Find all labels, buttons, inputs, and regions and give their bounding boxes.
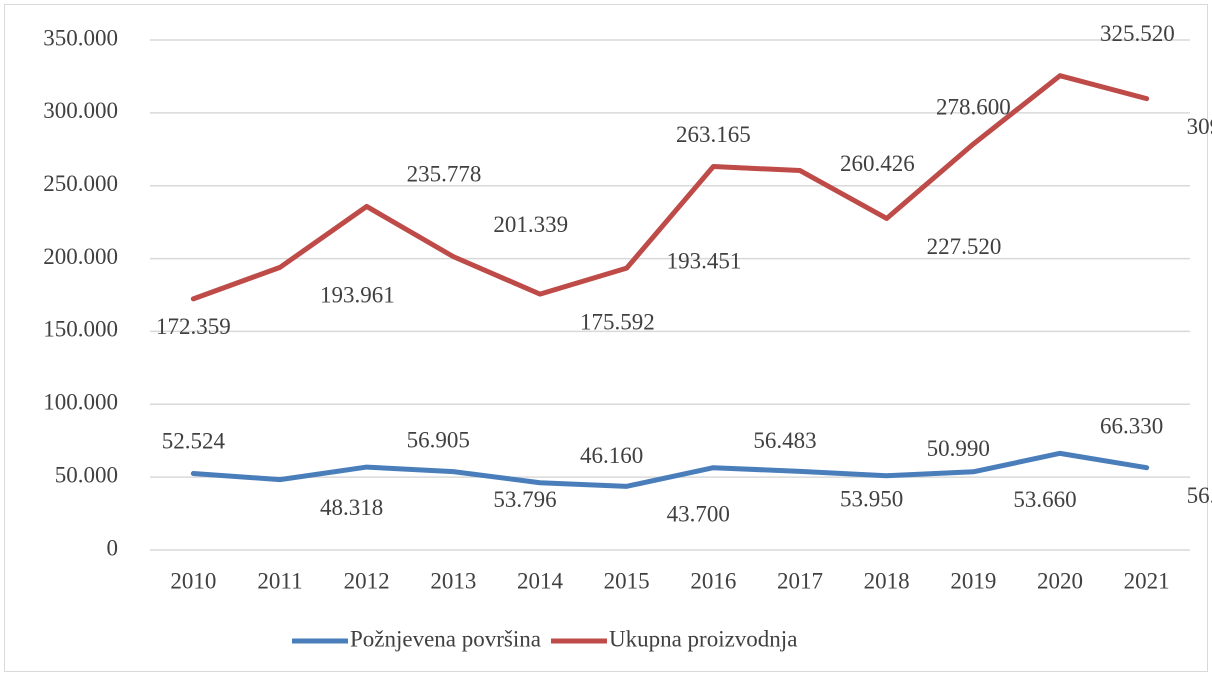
data-label: 172.359 [156, 314, 231, 339]
y-tick-label: 300.000 [43, 98, 118, 123]
data-label: 52.524 [162, 429, 226, 454]
data-label: 175.592 [580, 309, 655, 334]
y-tick-label: 100.000 [43, 390, 118, 415]
data-label: 278.600 [936, 94, 1011, 119]
data-label: 66.330 [1100, 414, 1163, 439]
data-label: 260.426 [840, 151, 915, 176]
x-tick-label: 2017 [777, 568, 823, 593]
data-label: 50.990 [927, 436, 990, 461]
y-tick-label: 350.000 [43, 25, 118, 50]
data-label: 56.905 [407, 427, 470, 452]
x-tick-label: 2018 [864, 568, 910, 593]
data-label: 53.950 [840, 487, 903, 512]
data-label: 48.318 [320, 495, 383, 520]
data-label: 227.520 [927, 234, 1002, 259]
x-tick-label: 2016 [690, 568, 736, 593]
data-label: 193.961 [320, 283, 395, 308]
data-label: 235.778 [407, 162, 482, 187]
y-tick-label: 50.000 [55, 462, 118, 487]
data-label: 56.483 [753, 428, 816, 453]
data-label: 43.700 [667, 502, 730, 527]
x-tick-label: 2020 [1037, 568, 1083, 593]
data-label: 53.796 [493, 487, 556, 512]
y-tick-label: 250.000 [43, 171, 118, 196]
data-label: 325.520 [1100, 21, 1175, 46]
y-tick-label: 0 [107, 535, 119, 560]
data-label: 193.451 [667, 248, 742, 273]
legend-label: Požnjevena površina [350, 626, 541, 651]
legend-label: Ukupna proizvodnja [609, 626, 797, 651]
x-tick-label: 2011 [257, 568, 302, 593]
x-tick-label: 2021 [1124, 568, 1170, 593]
data-label: 56.480 [1187, 483, 1212, 508]
x-tick-label: 2014 [517, 568, 564, 593]
data-label: 46.160 [580, 443, 643, 468]
data-label: 263.165 [676, 122, 751, 147]
x-tick-label: 2019 [950, 568, 996, 593]
data-label: 53.660 [1013, 487, 1076, 512]
x-tick-label: 2012 [344, 568, 390, 593]
y-tick-label: 150.000 [43, 317, 118, 342]
series-line [190, 450, 1150, 489]
y-tick-label: 200.000 [43, 244, 118, 269]
data-label: 309.770 [1187, 114, 1212, 139]
x-tick-label: 2013 [430, 568, 476, 593]
x-tick-label: 2015 [604, 568, 650, 593]
data-label: 201.339 [493, 212, 568, 237]
series-line [190, 73, 1150, 302]
x-tick-label: 2010 [170, 568, 216, 593]
